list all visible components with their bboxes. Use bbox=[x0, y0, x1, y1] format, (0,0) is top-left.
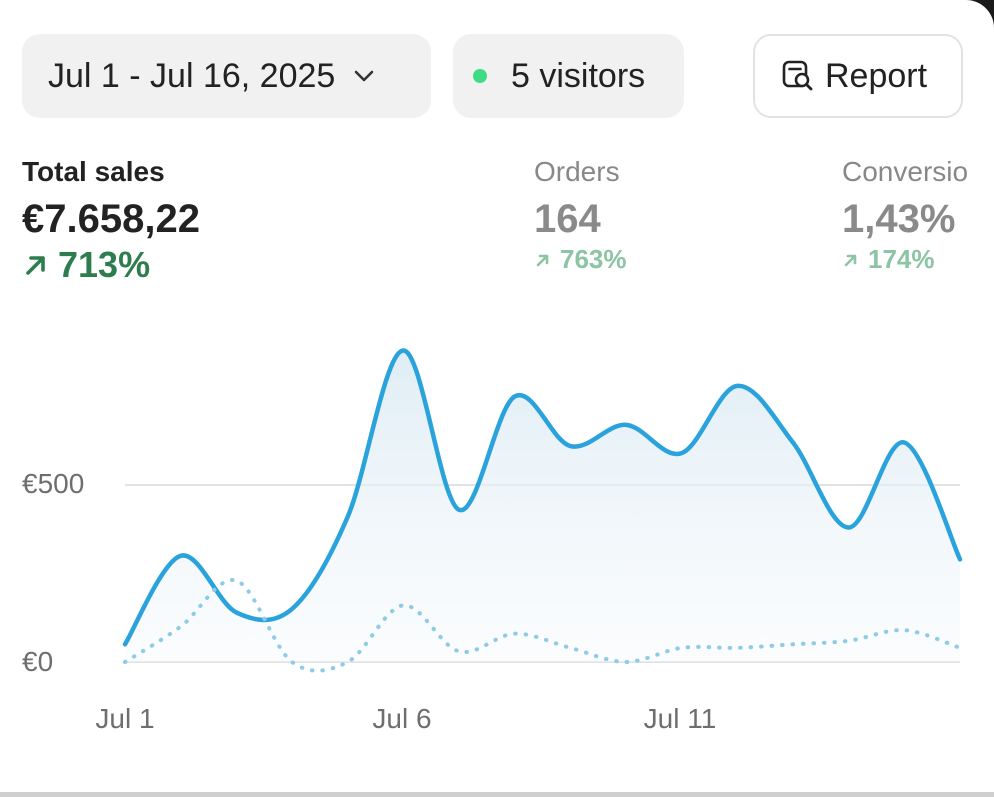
data-point-2-11 bbox=[680, 646, 684, 650]
data-point-1-11 bbox=[680, 451, 684, 455]
chevron-down-icon bbox=[353, 69, 375, 83]
x-tick-label: Jul 1 bbox=[95, 703, 155, 734]
orders-change: 763% bbox=[534, 244, 627, 275]
data-point-2-14 bbox=[847, 639, 851, 643]
conversion-change: 174% bbox=[842, 244, 968, 275]
x-tick-label: Jul 6 bbox=[372, 703, 432, 734]
data-point-1-8 bbox=[513, 395, 517, 399]
report-button[interactable]: Report bbox=[753, 34, 963, 118]
data-point-1-12 bbox=[735, 384, 739, 388]
live-visitors-badge[interactable]: 5 visitors bbox=[453, 34, 684, 118]
metric-total-sales[interactable]: Total sales €7.658,22 713% bbox=[22, 156, 200, 286]
metric-orders[interactable]: Orders 164 763% bbox=[534, 156, 627, 275]
total-sales-change: 713% bbox=[22, 244, 200, 286]
data-point-2-16 bbox=[958, 646, 962, 650]
live-status-dot-icon bbox=[473, 69, 487, 83]
visitors-count: 5 visitors bbox=[511, 56, 646, 95]
y-tick-label: €0 bbox=[22, 646, 54, 677]
orders-label: Orders bbox=[534, 156, 620, 187]
data-point-2-4 bbox=[290, 660, 294, 664]
data-point-1-4 bbox=[290, 607, 294, 611]
data-point-1-16 bbox=[958, 557, 962, 561]
data-point-2-12 bbox=[735, 646, 739, 650]
data-point-1-3 bbox=[234, 610, 238, 614]
data-point-2-8 bbox=[513, 632, 517, 636]
series-line-comparison bbox=[123, 578, 962, 673]
data-point-1-15 bbox=[902, 441, 906, 445]
data-point-1-6 bbox=[401, 348, 405, 352]
data-point-2-7 bbox=[457, 649, 461, 653]
data-point-1-2 bbox=[179, 554, 183, 558]
data-point-1-7 bbox=[457, 508, 461, 512]
data-point-2-15 bbox=[902, 628, 906, 632]
conversion-change-value: 174% bbox=[868, 244, 935, 274]
series-area bbox=[125, 350, 960, 662]
total-sales-value: €7.658,22 bbox=[22, 197, 200, 241]
data-point-1-1 bbox=[123, 642, 127, 646]
trend-up-arrow-icon bbox=[534, 251, 552, 269]
bottom-edge-divider bbox=[0, 792, 994, 797]
orders-change-value: 763% bbox=[560, 244, 627, 274]
orders-value: 164 bbox=[534, 197, 601, 241]
data-point-2-1 bbox=[123, 660, 127, 664]
total-sales-change-value: 713% bbox=[58, 244, 151, 285]
trend-up-arrow-icon bbox=[22, 251, 50, 279]
data-point-2-5 bbox=[346, 660, 350, 664]
data-point-2-2 bbox=[179, 625, 183, 629]
data-point-1-9 bbox=[568, 444, 572, 448]
conversion-label: Conversio bbox=[842, 156, 969, 187]
data-point-1-5 bbox=[346, 515, 350, 519]
x-tick-label: Jul 11 bbox=[643, 703, 717, 734]
y-tick-label: €500 bbox=[22, 468, 85, 499]
data-point-1-10 bbox=[624, 423, 628, 427]
date-range-selector[interactable]: Jul 1 - Jul 16, 2025 bbox=[22, 34, 431, 118]
trend-up-arrow-icon bbox=[842, 251, 860, 269]
data-point-2-6 bbox=[401, 603, 405, 607]
toolbar: Jul 1 - Jul 16, 2025 5 visitors Report bbox=[22, 34, 964, 118]
metric-conversion[interactable]: Conversio 1,43% 174% bbox=[842, 156, 968, 275]
data-point-2-13 bbox=[791, 642, 795, 646]
report-search-icon bbox=[781, 59, 815, 93]
data-point-2-10 bbox=[624, 660, 628, 664]
total-sales-label: Total sales bbox=[22, 156, 165, 187]
series-line-current bbox=[122, 348, 963, 647]
data-point-1-13 bbox=[791, 441, 795, 445]
conversion-value: 1,43% bbox=[842, 197, 956, 241]
data-point-1-14 bbox=[847, 525, 851, 529]
data-point-2-9 bbox=[568, 646, 572, 650]
data-point-2-3 bbox=[234, 579, 238, 583]
report-button-label: Report bbox=[825, 56, 928, 95]
date-range-label: Jul 1 - Jul 16, 2025 bbox=[48, 56, 336, 95]
